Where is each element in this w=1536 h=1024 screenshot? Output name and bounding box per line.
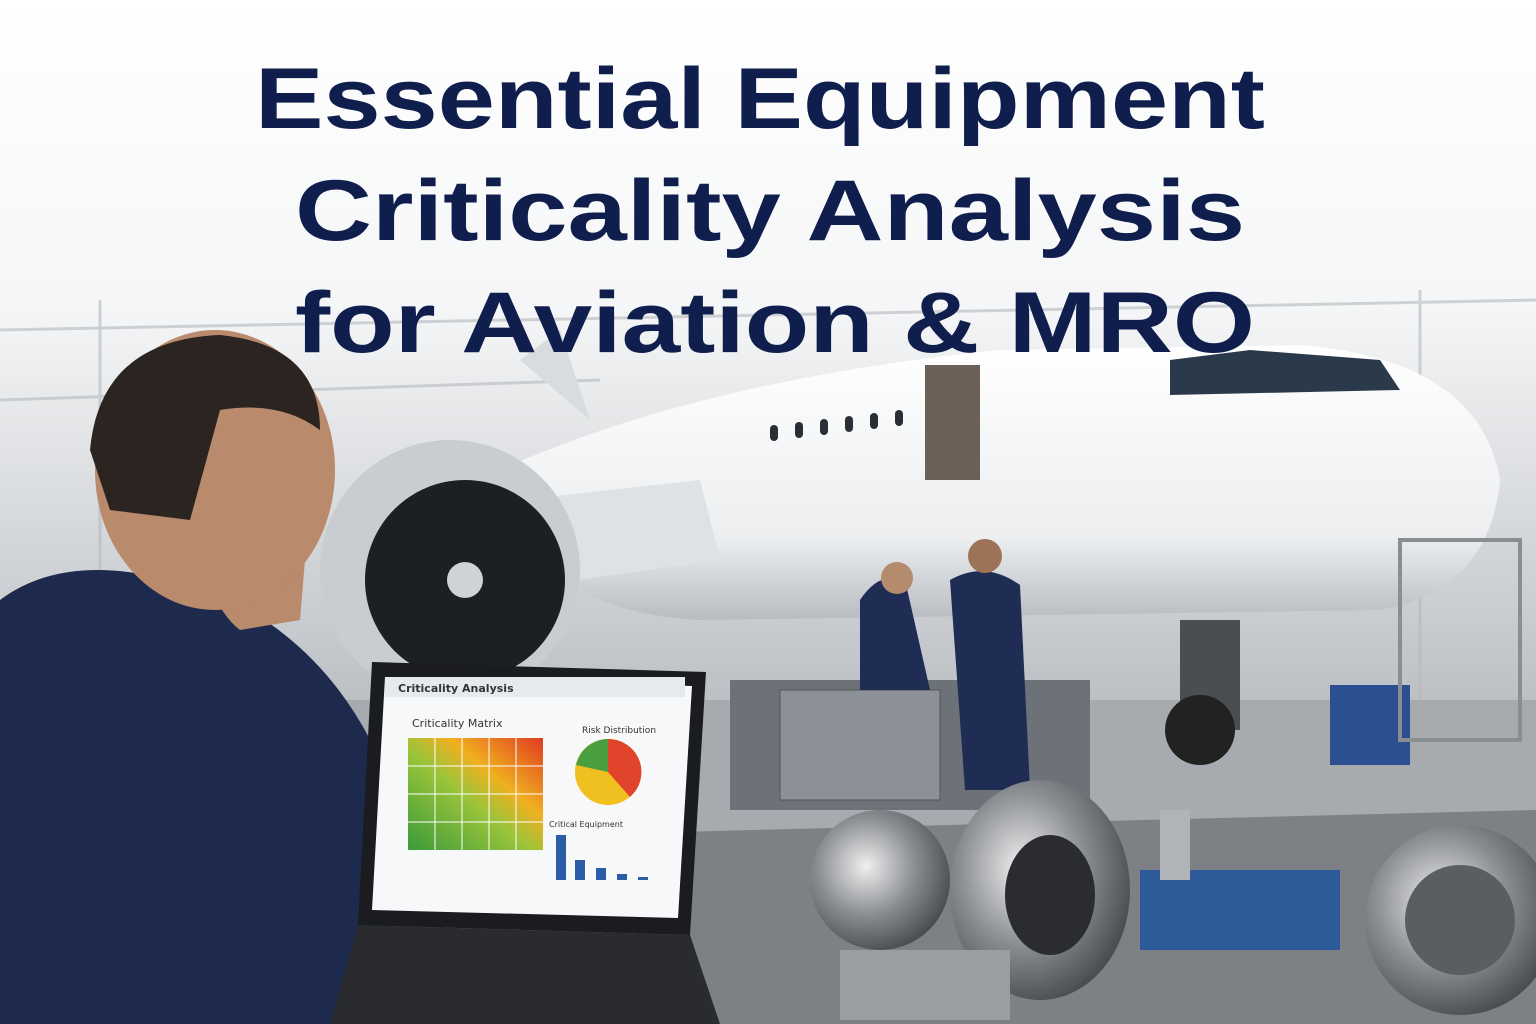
airplane [320,330,1500,765]
bar-chart [556,835,648,880]
pie-title: Risk Distribution [582,726,656,736]
title: Essential Equipment Criticality Analysis… [255,51,1265,371]
title-line: Essential Equipment [255,51,1265,147]
bar-title: Critical Equipment [549,820,623,829]
title-line: Criticality Analysis [295,163,1245,259]
heatmap-grid [408,738,543,850]
laptop: Criticality Analysis Criticality Matrix … [330,662,720,1024]
title-line: for Aviation & MRO [295,275,1255,371]
matrix-title: Criticality Matrix [412,717,503,730]
parts [810,780,1536,1020]
pie-chart [575,738,642,805]
app-title: Criticality Analysis [398,682,514,695]
technician [0,330,570,1024]
